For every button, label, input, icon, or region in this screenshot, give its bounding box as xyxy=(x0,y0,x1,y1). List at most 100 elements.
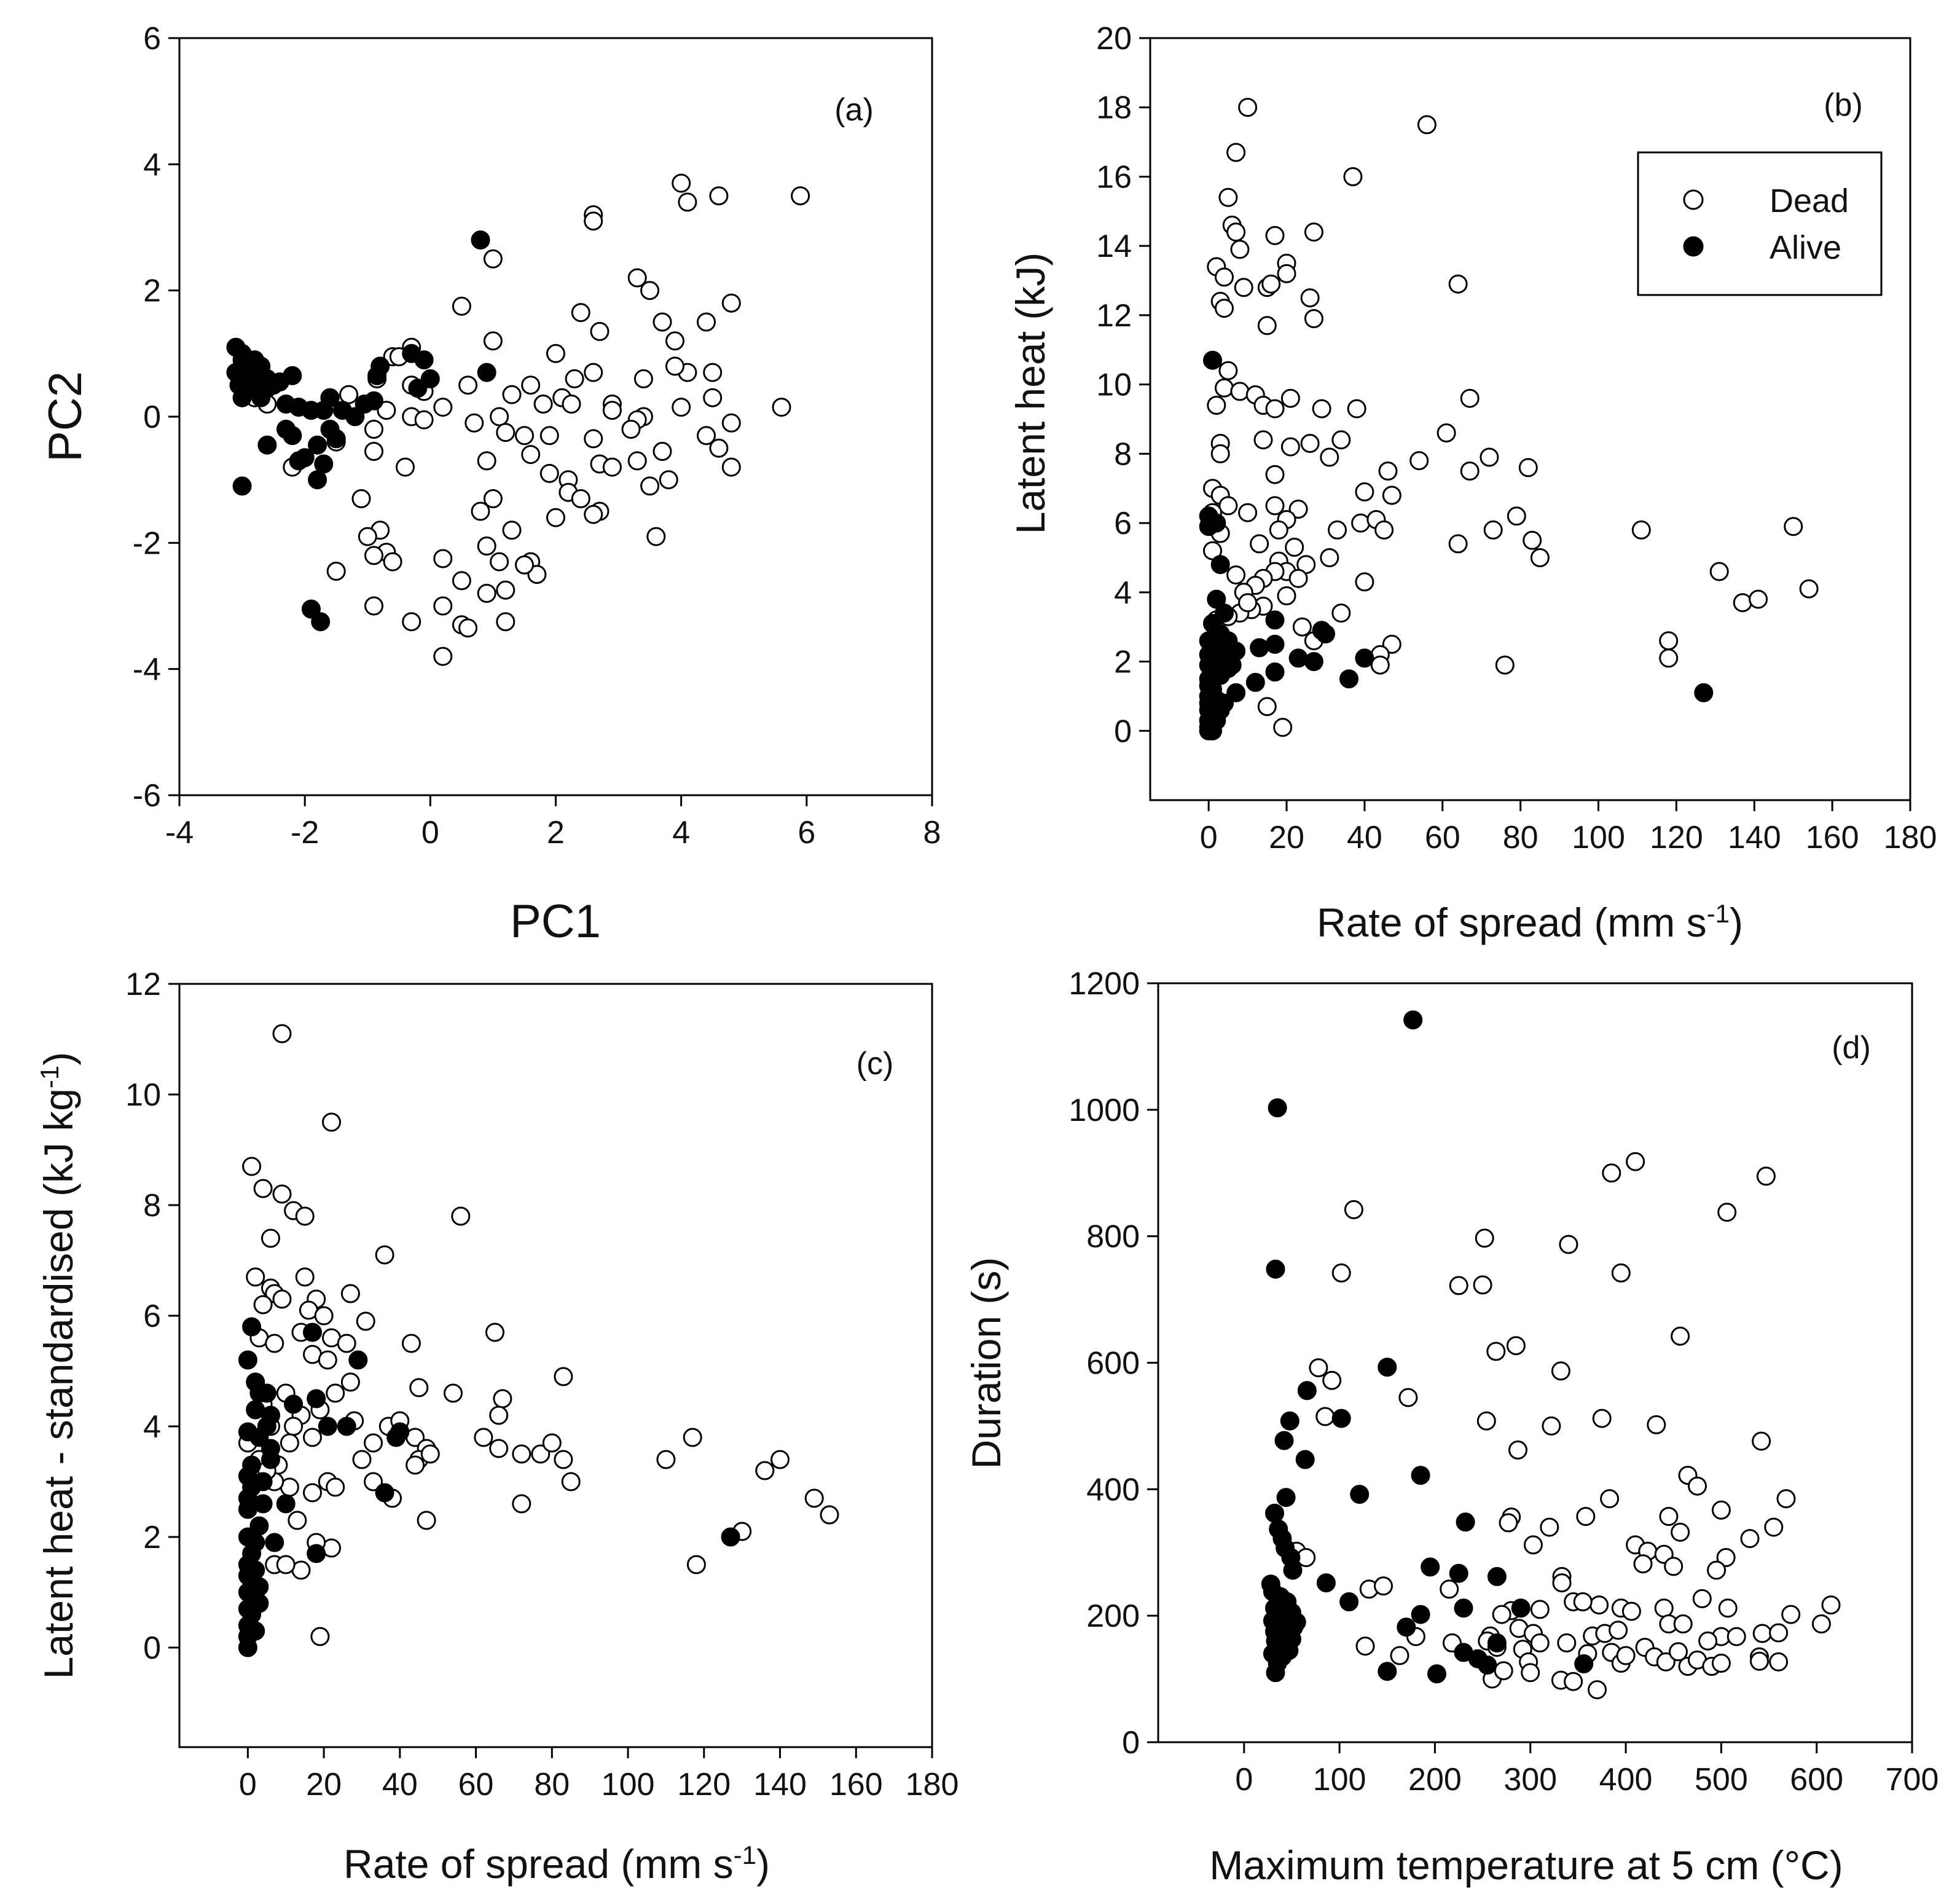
panel-a-dead-point xyxy=(627,451,647,471)
panel-c-alive-point xyxy=(238,1466,257,1486)
panel-c-alive-point xyxy=(261,1450,280,1469)
panel-a-dead-point xyxy=(364,420,383,439)
panel-b-dead-point xyxy=(1238,503,1258,522)
panel-b-xtick-label: 180 xyxy=(1884,820,1937,855)
panel-a-dead-point xyxy=(646,527,666,546)
panel-c-dead-point xyxy=(326,1383,345,1403)
panel-d-dead-point xyxy=(1492,1605,1511,1624)
panel-b-ytick-label: 20 xyxy=(1096,21,1132,57)
panel-b-dead-point xyxy=(1382,634,1401,654)
panel-a-label: (a) xyxy=(834,92,874,128)
panel-b-dead-point xyxy=(1292,617,1312,637)
panel-b-ytick-label: 12 xyxy=(1096,298,1132,334)
panel-c-dead-point xyxy=(356,1311,375,1331)
panel-b-ytick-label: 16 xyxy=(1096,159,1132,195)
panel-d-dead-point xyxy=(1530,1600,1550,1619)
panel-a-dead-point xyxy=(640,281,660,301)
panel-d-alive-point xyxy=(1268,1098,1287,1118)
panel-b-dead-point xyxy=(1378,462,1398,481)
panel-d-dead-point xyxy=(1740,1529,1760,1549)
panel-a-alive-point xyxy=(232,476,252,496)
panel-b-alive-point xyxy=(1250,638,1269,658)
panel-d-dead-point xyxy=(1542,1416,1561,1436)
panel-a-dead-point xyxy=(721,457,741,477)
panel-b-dead-point xyxy=(1218,496,1238,516)
panel-c-dead-point xyxy=(375,1245,394,1265)
panel-b-alive-point xyxy=(1199,676,1218,696)
panel-c-dead-point xyxy=(340,1284,360,1303)
panel-d-dead-point xyxy=(1590,1595,1609,1615)
panel-d-ylabel: Duration (s) xyxy=(963,1257,1009,1469)
panel-b-ytick-label: 14 xyxy=(1096,229,1132,264)
panel-a-ytick-label: 0 xyxy=(143,399,161,435)
panel-b-alive-point xyxy=(1226,683,1246,702)
panel-d-alive-point xyxy=(1487,1566,1507,1586)
panel-b-alive-point xyxy=(1304,652,1323,671)
panel-c-dead-point xyxy=(261,1228,280,1248)
panel-b-xtick-label: 160 xyxy=(1806,820,1859,855)
panel-c-alive-point xyxy=(257,1417,276,1436)
panel-b-dead-point xyxy=(1530,548,1550,567)
panel-b-ytick-label: 6 xyxy=(1114,506,1132,541)
panel-d-dead-point xyxy=(1602,1163,1621,1183)
panel-d-dead-point xyxy=(1718,1598,1738,1618)
panel-a-dead-point xyxy=(678,192,697,212)
panel-c-dead-point xyxy=(280,1433,299,1453)
panel-a-dead-point xyxy=(364,442,383,461)
panel-d-dead-point xyxy=(1811,1614,1831,1633)
panel-c-xtick-label: 100 xyxy=(602,1767,655,1802)
panel-c-xtick-label: 60 xyxy=(458,1767,494,1802)
panel-d-dead-point xyxy=(1331,1263,1351,1283)
panel-a-dead-point xyxy=(477,451,496,471)
panel-a-dead-point xyxy=(496,580,515,600)
panel-d-dead-point xyxy=(1559,1235,1578,1254)
panel-b-dead-point xyxy=(1460,462,1480,481)
panel-b-frame xyxy=(1149,37,1911,801)
panel-d-alive-point xyxy=(1274,1431,1294,1450)
panel-d-dead-point xyxy=(1821,1595,1841,1615)
panel-c-dead-point xyxy=(542,1433,562,1453)
panel-d-dead-point xyxy=(1508,1440,1527,1460)
panel-d-alive-point xyxy=(1397,1617,1416,1637)
panel-b-xlabel: Rate of spread (mm s-1) xyxy=(1317,899,1743,946)
panel-a-ytick-label: 4 xyxy=(143,147,161,183)
panel-a-ytick-label: -6 xyxy=(133,778,161,814)
panel-d-dead-point xyxy=(1390,1646,1409,1665)
panel-c-ytick-label: 2 xyxy=(143,1520,161,1555)
panel-c-alive-point xyxy=(242,1571,262,1591)
panel-b-dead-point xyxy=(1784,517,1803,536)
panel-c-xlabel: Rate of spread (mm s-1) xyxy=(343,1841,770,1887)
panel-d-dead-point xyxy=(1398,1388,1418,1407)
panel-b-alive-point xyxy=(1203,350,1222,370)
panel-d-alive-point xyxy=(1295,1450,1315,1469)
panel-d-alive-point xyxy=(1411,1605,1430,1624)
panel-a-dead-point xyxy=(477,536,496,556)
panel-b-marks xyxy=(1199,98,1819,741)
panel-c-dead-point xyxy=(295,1206,315,1226)
panel-d-dead-point xyxy=(1756,1166,1776,1186)
panel-a-alive-point xyxy=(257,435,277,455)
panel-c-alive-point xyxy=(307,1389,326,1409)
panel-d-dead-point xyxy=(1688,1476,1707,1496)
panel-c-ticks: 0 20 40 60 80 100 120 140 160 180 0 2 4 6 8 10 12 xyxy=(125,967,958,1802)
panel-b-dead-point xyxy=(1207,396,1226,415)
panel-a-alive-point xyxy=(311,612,331,632)
panel-a-xtick-label: 8 xyxy=(923,815,941,851)
panel-a-ytick-label: -4 xyxy=(133,652,161,688)
panel-c-ylabel: Latent heat - standardised (kJ kg-1) xyxy=(35,1052,82,1680)
panel-b-ylabel: Latent heat (kJ) xyxy=(1008,253,1053,535)
panel-a-dead-point xyxy=(653,312,672,332)
panel-a-dead-point xyxy=(721,293,741,313)
panel-a-dead-point xyxy=(571,489,590,508)
panel-a-dead-point xyxy=(433,549,453,568)
panel-a-dead-point xyxy=(402,612,421,632)
panel-d-dead-point xyxy=(1473,1275,1492,1295)
panel-d-dead-point xyxy=(1781,1605,1801,1624)
panel-a-alive-point xyxy=(289,451,308,471)
panel-b-dead-point xyxy=(1355,572,1374,592)
panel-b-dead-point xyxy=(1226,565,1246,585)
panel-d-ytick-label: 800 xyxy=(1086,1219,1140,1255)
panel-a-dead-point xyxy=(396,457,415,477)
panel-b-alive-point xyxy=(1288,648,1308,668)
panel-a-dead-point xyxy=(502,521,522,540)
